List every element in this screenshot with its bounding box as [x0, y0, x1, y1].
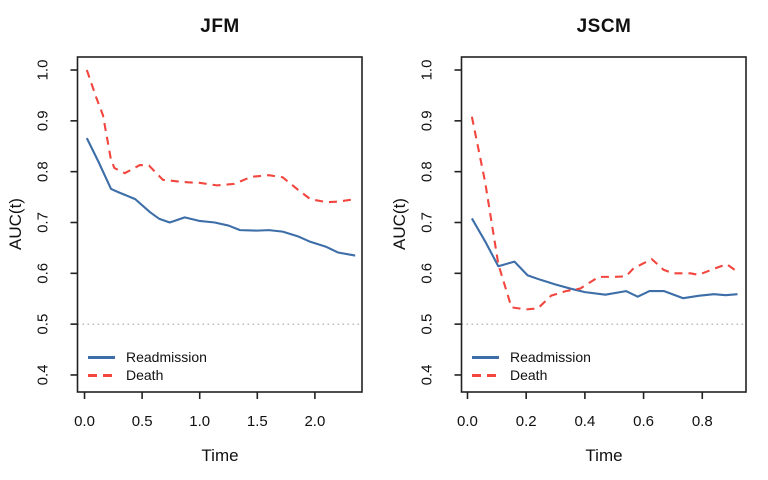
- y-axis-tick-label: 0.6: [419, 263, 436, 284]
- series-line-death: [470, 116, 739, 311]
- jfm-legend: Readmission Death: [88, 349, 207, 383]
- y-axis-tick-label: 1.0: [35, 60, 52, 81]
- x-axis-tick-label: 1.0: [189, 413, 210, 430]
- y-axis-tick-label: 0.8: [419, 161, 436, 182]
- x-axis-tick-label: 0.6: [633, 413, 654, 430]
- death-line-swatch: [472, 373, 499, 377]
- plot-box: [460, 56, 747, 393]
- jfm-plot-canvas: 0.0 0.5 1.0 1.5 2.0 0.4 0.5 0.6 0.7 0.8 0.9 1.0: [35, 56, 363, 430]
- y-axis-tick-label: 0.7: [419, 212, 436, 233]
- legend-label-readmission: Readmission: [126, 349, 207, 365]
- jscm-legend: Readmission Death: [472, 349, 591, 383]
- y-axis-tick-label: 0.9: [419, 110, 436, 131]
- y-axis-tick-label: 0.8: [35, 161, 52, 182]
- y-axis-tick-label: 0.9: [35, 110, 52, 131]
- series-line-death: [85, 69, 356, 204]
- x-axis-tick-label: 0.8: [692, 413, 713, 430]
- readmission-line-swatch: [472, 355, 499, 359]
- series-line-readmission: [470, 217, 738, 300]
- x-axis-tick-label: 0.4: [574, 413, 595, 430]
- jscm-plot-canvas: 0.0 0.2 0.4 0.6 0.8 0.4 0.5 0.6 0.7 0.8 0.9 1.0: [419, 56, 747, 430]
- jscm-x-axis-label: Time: [585, 446, 623, 465]
- legend-row-readmission: Readmission: [472, 349, 591, 365]
- death-line-swatch: [88, 373, 115, 377]
- x-axis-tick-label: 0.5: [132, 413, 153, 430]
- y-axis-tick-label: 1.0: [419, 60, 436, 81]
- jfm-y-axis-label: AUC(t): [6, 198, 25, 250]
- legend-label-death: Death: [510, 367, 548, 383]
- y-axis-tick-label: 0.4: [35, 365, 52, 386]
- y-axis-tick-label: 0.4: [419, 365, 436, 386]
- legend-row-death: Death: [472, 367, 591, 383]
- x-axis-tick-label: 0.2: [516, 413, 537, 430]
- jscm-y-axis-label: AUC(t): [390, 198, 409, 250]
- legend-row-death: Death: [88, 367, 207, 383]
- y-axis-tick-label: 0.5: [35, 314, 52, 335]
- jfm-x-axis-label: Time: [201, 446, 239, 465]
- series-line-readmission: [85, 137, 356, 257]
- legend-row-readmission: Readmission: [88, 349, 207, 365]
- x-axis-tick-label: 0.0: [457, 413, 478, 430]
- x-axis-tick-label: 2.0: [304, 413, 325, 430]
- x-axis-tick-label: 0.0: [74, 413, 95, 430]
- legend-label-readmission: Readmission: [510, 349, 591, 365]
- plot-box: [76, 56, 363, 393]
- jfm-panel-title: JFM: [200, 16, 240, 37]
- y-axis-tick-label: 0.7: [35, 212, 52, 233]
- x-axis-tick-label: 1.5: [247, 413, 268, 430]
- legend-label-death: Death: [126, 367, 164, 383]
- readmission-line-swatch: [88, 355, 115, 359]
- y-axis-tick-label: 0.5: [419, 314, 436, 335]
- y-axis-tick-label: 0.6: [35, 263, 52, 284]
- jscm-panel-title: JSCM: [576, 16, 632, 37]
